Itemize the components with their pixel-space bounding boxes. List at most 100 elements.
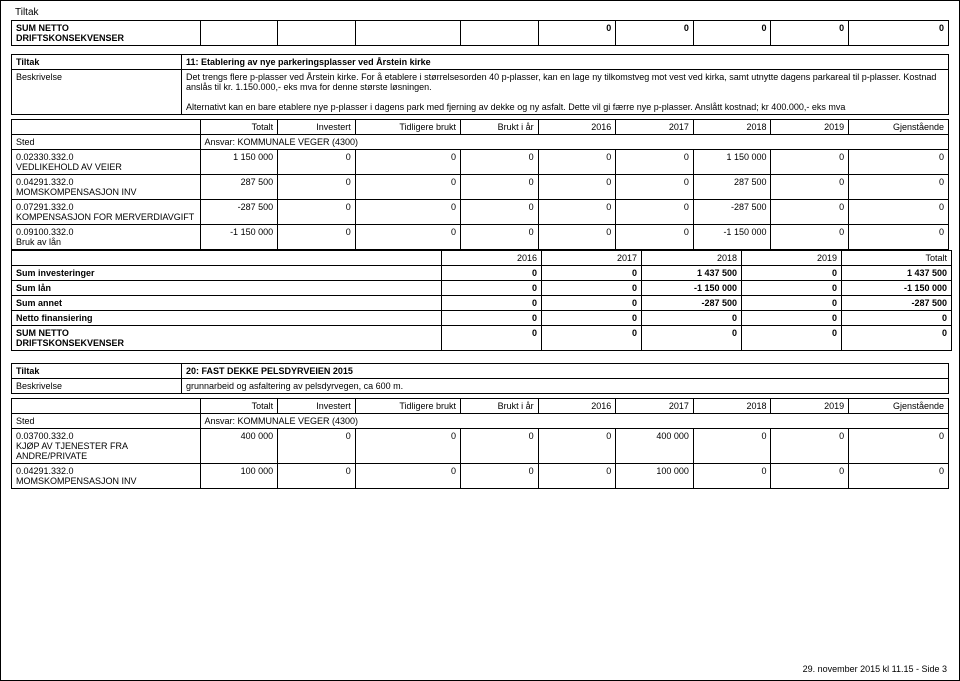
cell: 0 <box>771 429 849 464</box>
sted-value: Ansvar: KOMMUNALE VEGER (4300) <box>200 135 949 150</box>
tiltak-label: Tiltak <box>12 55 182 70</box>
cell: 0 <box>849 200 949 225</box>
col: Investert <box>278 399 356 414</box>
cell: 0 <box>542 266 642 281</box>
cell: 0 <box>442 281 542 296</box>
cell: 1 437 500 <box>642 266 742 281</box>
cell: 0 <box>642 311 742 326</box>
cell: 400 000 <box>200 429 278 464</box>
col: Totalt <box>842 251 952 266</box>
table-row: 0.04291.332.0 MOMSKOMPENSASJON INV 100 0… <box>12 464 949 489</box>
cell: -287 500 <box>642 296 742 311</box>
cell: 287 500 <box>200 175 278 200</box>
beskrivelse-value: grunnarbeid og asfaltering av pelsdyrveg… <box>182 379 949 394</box>
cell: 0 <box>849 225 949 250</box>
cell: 0 <box>542 281 642 296</box>
cell: 400 000 <box>616 429 694 464</box>
cell: 0 <box>461 200 539 225</box>
sted-label: Sted <box>12 135 201 150</box>
tiltak20-header: Tiltak 20: FAST DEKKE PELSDYRVEIEN 2015 … <box>11 363 949 394</box>
v: 0 <box>538 21 616 46</box>
cell: 0 <box>538 225 616 250</box>
page: Tiltak SUM NETTO DRIFTSKONSEKVENSER 0 0 … <box>0 0 960 681</box>
col: 2016 <box>442 251 542 266</box>
cell: 0 <box>442 311 542 326</box>
table-row: 0.09100.332.0 Bruk av lån -1 150 000 0 0… <box>12 225 949 250</box>
cell: 0 <box>355 225 460 250</box>
col <box>12 251 442 266</box>
page-footer: 29. november 2015 kl 11.15 - Side 3 <box>803 664 947 674</box>
block-top: SUM NETTO DRIFTSKONSEKVENSER 0 0 0 0 0 <box>11 20 949 46</box>
col: 2016 <box>538 399 616 414</box>
cell: 0 <box>355 175 460 200</box>
cell: -287 500 <box>693 200 771 225</box>
cell: 0 <box>278 464 356 489</box>
col: Brukt i år <box>461 399 539 414</box>
row-label: 0.09100.332.0 Bruk av lån <box>16 227 196 247</box>
cell: -1 150 000 <box>642 281 742 296</box>
sum-label: Sum lån <box>12 281 442 296</box>
cell: 287 500 <box>693 175 771 200</box>
tiltak-value: 11: Etablering av nye parkeringsplasser … <box>182 55 949 70</box>
v: 0 <box>849 21 949 46</box>
cell: 0 <box>461 429 539 464</box>
cell: 0 <box>538 200 616 225</box>
cell: 0 <box>278 200 356 225</box>
cell: 0 <box>538 464 616 489</box>
sum-label: Sum investeringer <box>12 266 442 281</box>
cell: 0 <box>461 225 539 250</box>
col <box>12 120 201 135</box>
beskrivelse-label: Beskrivelse <box>12 379 182 394</box>
cell: 0 <box>849 150 949 175</box>
cell: 0 <box>742 266 842 281</box>
sum-label: SUM NETTO DRIFTSKONSEKVENSER <box>16 328 437 348</box>
col: Gjenstående <box>849 120 949 135</box>
cell: 0 <box>642 326 742 351</box>
cell: 1 150 000 <box>693 150 771 175</box>
cell: 0 <box>616 175 694 200</box>
row-label: 0.02330.332.0 VEDLIKEHOLD AV VEIER <box>16 152 196 172</box>
cell: 0 <box>542 296 642 311</box>
col: 2018 <box>642 251 742 266</box>
tiltak11-sums: 2016 2017 2018 2019 Totalt Sum investeri… <box>11 250 952 351</box>
col: Tidligere brukt <box>355 399 460 414</box>
cell: 100 000 <box>200 464 278 489</box>
col: 2016 <box>538 120 616 135</box>
col: Gjenstående <box>849 399 949 414</box>
col: 2019 <box>742 251 842 266</box>
cell: 1 437 500 <box>842 266 952 281</box>
cell: 0 <box>616 225 694 250</box>
table-row: 0.03700.332.0 KJØP AV TJENESTER FRA ANDR… <box>12 429 949 464</box>
cell: 0 <box>849 175 949 200</box>
row-label: 0.04291.332.0 MOMSKOMPENSASJON INV <box>16 177 196 197</box>
cell: -287 500 <box>842 296 952 311</box>
col: 2019 <box>771 399 849 414</box>
cell: 0 <box>849 429 949 464</box>
cell: -1 150 000 <box>842 281 952 296</box>
table-row: 0.02330.332.0 VEDLIKEHOLD AV VEIER 1 150… <box>12 150 949 175</box>
cell: 0 <box>693 429 771 464</box>
cell: 0 <box>742 311 842 326</box>
cell: 0 <box>542 326 642 351</box>
cell: -1 150 000 <box>200 225 278 250</box>
cell: 0 <box>278 175 356 200</box>
tiltak20-table: Totalt Investert Tidligere brukt Brukt i… <box>11 398 949 489</box>
cell: 0 <box>771 175 849 200</box>
cell: 0 <box>461 464 539 489</box>
cell: 0 <box>442 296 542 311</box>
tiltak11-header: Tiltak 11: Etablering av nye parkeringsp… <box>11 54 949 115</box>
col: Brukt i år <box>461 120 539 135</box>
table-row: 0.04291.332.0 MOMSKOMPENSASJON INV 287 5… <box>12 175 949 200</box>
cell: 100 000 <box>616 464 694 489</box>
col <box>12 399 201 414</box>
cell: 0 <box>693 464 771 489</box>
row-label: 0.04291.332.0 MOMSKOMPENSASJON INV <box>16 466 196 486</box>
row-label: 0.03700.332.0 KJØP AV TJENESTER FRA ANDR… <box>16 431 196 461</box>
cell: 0 <box>742 296 842 311</box>
col: Totalt <box>200 120 278 135</box>
cell: 0 <box>278 225 356 250</box>
cell: 0 <box>442 266 542 281</box>
col: 2017 <box>616 399 694 414</box>
sum-label: Sum annet <box>12 296 442 311</box>
cell: 0 <box>771 225 849 250</box>
